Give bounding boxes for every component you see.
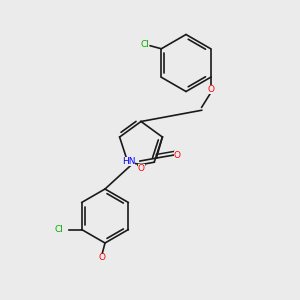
Text: O: O: [207, 85, 214, 94]
Text: Cl: Cl: [55, 225, 64, 234]
Text: O: O: [174, 151, 181, 160]
Text: O: O: [98, 254, 106, 262]
Text: Cl: Cl: [140, 40, 149, 49]
Text: HN: HN: [122, 157, 135, 166]
Text: O: O: [137, 164, 145, 173]
